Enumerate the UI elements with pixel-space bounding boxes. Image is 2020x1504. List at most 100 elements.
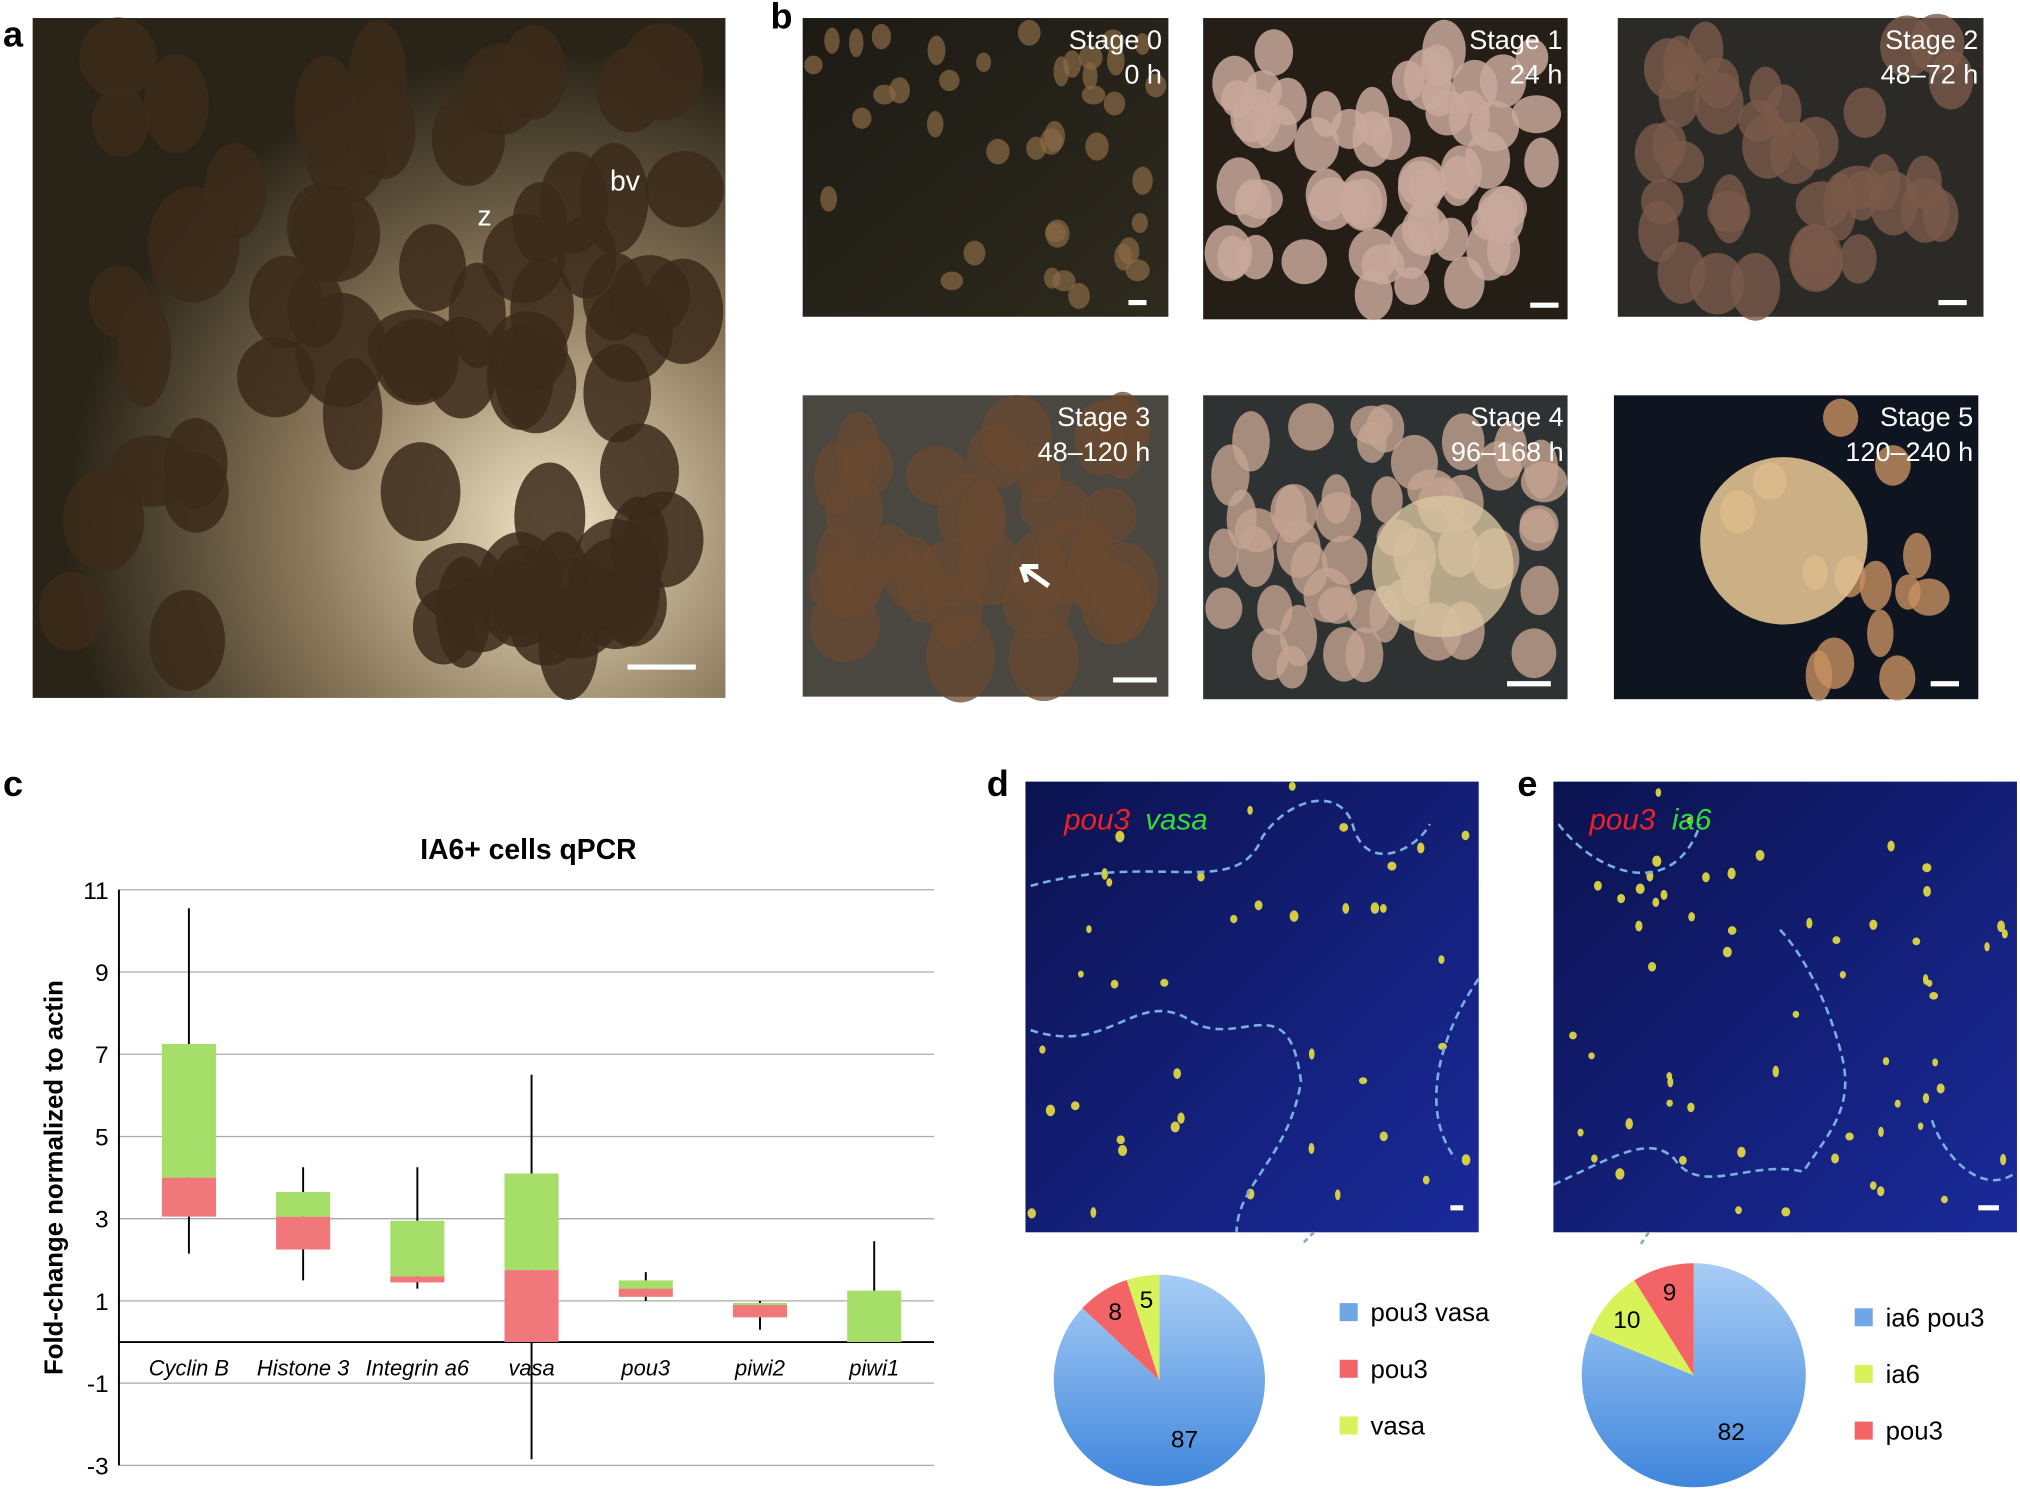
texture — [1869, 171, 1918, 236]
texture — [79, 17, 158, 98]
texture — [1652, 897, 1660, 908]
texture — [986, 138, 1010, 165]
texture — [1879, 655, 1916, 701]
texture — [1234, 508, 1280, 553]
texture — [2001, 929, 2008, 939]
legend-label: pou3 vasa — [1371, 1299, 1491, 1327]
texture — [1251, 628, 1290, 681]
texture — [1923, 885, 1931, 897]
texture — [1335, 1189, 1341, 1201]
texture — [809, 590, 880, 663]
legend-label: ia6 — [1886, 1361, 1920, 1389]
texture — [1438, 1042, 1447, 1050]
texture — [367, 309, 460, 383]
texture — [399, 224, 466, 312]
texture — [889, 77, 910, 104]
texture — [237, 336, 315, 418]
texture — [1101, 868, 1108, 880]
x-tick-label: piwi2 — [734, 1356, 785, 1381]
texture — [149, 589, 226, 691]
panel-label: a — [3, 13, 24, 54]
texture — [1345, 627, 1384, 683]
texture — [643, 258, 724, 365]
texture — [1635, 920, 1643, 932]
texture — [431, 90, 506, 186]
texture — [1205, 587, 1243, 630]
texture — [619, 23, 704, 121]
texture — [1247, 805, 1253, 815]
texture — [1254, 900, 1263, 911]
texture — [2000, 1153, 2007, 1166]
texture — [1371, 116, 1411, 161]
texture — [1066, 537, 1114, 612]
texture — [1085, 132, 1109, 161]
arrow — [1019, 564, 1051, 588]
texture — [353, 81, 416, 180]
texture — [1730, 252, 1781, 321]
x-tick-label: Histone 3 — [257, 1356, 349, 1381]
texture — [1173, 1068, 1181, 1079]
texture — [1116, 1135, 1125, 1145]
texture — [1588, 1052, 1595, 1060]
pie-slice — [1126, 1274, 1160, 1381]
texture — [476, 532, 564, 648]
texture — [448, 262, 506, 368]
texture — [936, 473, 1005, 554]
texture — [966, 424, 1028, 489]
annotation: z — [478, 200, 492, 232]
texture — [583, 344, 652, 443]
texture — [1053, 56, 1070, 87]
texture — [1379, 1131, 1388, 1142]
photo-d — [1025, 781, 1479, 1233]
texture — [1524, 439, 1559, 499]
texture — [1134, 33, 1151, 55]
box-lower — [504, 1270, 559, 1343]
texture — [1903, 532, 1932, 579]
pie-slice — [1082, 1279, 1160, 1381]
box-upper — [390, 1220, 445, 1277]
texture — [1106, 45, 1125, 76]
texture — [1017, 19, 1041, 46]
texture — [1859, 560, 1892, 611]
texture — [1103, 91, 1126, 116]
stain-label: pou3 — [1588, 803, 1655, 836]
y-tick-label: 9 — [95, 960, 109, 987]
texture — [1253, 104, 1297, 152]
texture — [1643, 38, 1694, 99]
texture — [1878, 1126, 1884, 1137]
texture — [1634, 123, 1681, 183]
texture — [1922, 189, 1959, 242]
texture — [1370, 902, 1380, 914]
texture — [412, 588, 475, 665]
texture — [871, 23, 892, 50]
texture — [1339, 822, 1349, 832]
panel-label: b — [770, 0, 792, 36]
texture — [1026, 136, 1047, 160]
x-tick-label: vasa — [508, 1356, 554, 1381]
texture — [963, 240, 986, 266]
texture — [1027, 1208, 1036, 1219]
stage-name: Stage 5 — [1880, 402, 1973, 432]
texture — [1115, 830, 1125, 843]
texture — [1922, 974, 1929, 985]
texture — [1354, 269, 1393, 321]
texture — [1928, 50, 1974, 110]
texture — [1519, 508, 1556, 552]
y-axis-label: Fold-change normalized to actin — [40, 980, 68, 1375]
texture — [1772, 1065, 1779, 1078]
texture — [1666, 1099, 1673, 1107]
texture — [940, 271, 964, 291]
texture — [1493, 421, 1528, 478]
texture — [1339, 179, 1370, 225]
texture — [1932, 1058, 1939, 1067]
box-upper — [504, 1173, 559, 1271]
box-upper — [732, 1302, 788, 1306]
texture — [1922, 863, 1932, 873]
texture — [1686, 816, 1694, 825]
box-lower — [276, 1216, 331, 1250]
legend-swatch — [1854, 1364, 1873, 1383]
texture — [1577, 1128, 1584, 1137]
texture — [1010, 530, 1067, 618]
texture — [820, 186, 838, 212]
